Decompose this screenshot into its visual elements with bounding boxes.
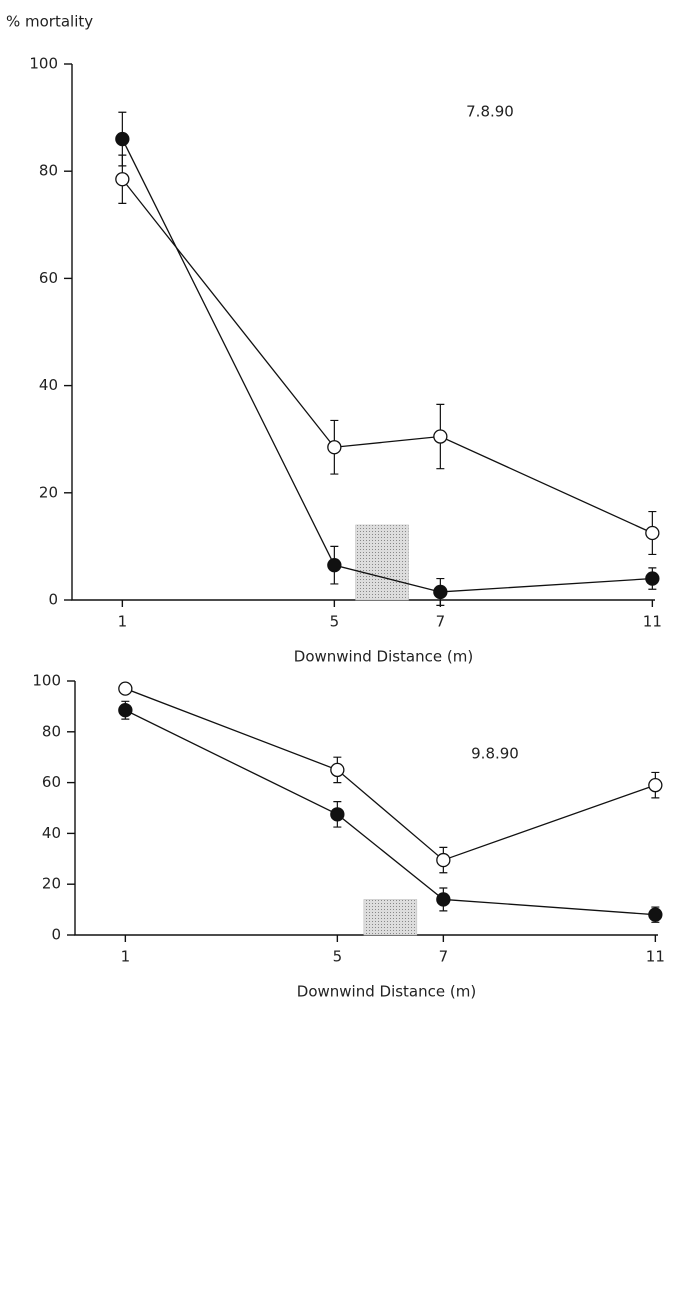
- x-tick-label: 5: [333, 948, 343, 966]
- shaded-region: [363, 899, 418, 936]
- x-tick-label: 5: [330, 613, 340, 631]
- series-line: [121, 178, 653, 534]
- point: [648, 907, 663, 922]
- point: [645, 571, 660, 586]
- y-tick-label: 0: [51, 926, 61, 944]
- point: [433, 584, 448, 600]
- y-tick-label: 40: [39, 376, 58, 394]
- x-tick-label: 1: [118, 613, 128, 631]
- y-tick-label: 100: [32, 672, 61, 690]
- y-tick-label: 0: [48, 591, 58, 609]
- point: [645, 525, 660, 541]
- shaded-region: [355, 524, 409, 601]
- axes: [74, 681, 658, 936]
- x-tick-label: 1: [121, 948, 131, 966]
- y-tick-label: 60: [42, 773, 61, 791]
- y-tick-label: 80: [39, 162, 58, 180]
- x-tick-label: 7: [439, 948, 449, 966]
- point: [327, 440, 342, 455]
- x-axis-label: Downwind Distance (m): [294, 648, 473, 666]
- point: [330, 762, 345, 778]
- point: [115, 172, 130, 187]
- y-tick-label: 80: [42, 722, 61, 740]
- axes: [71, 64, 655, 601]
- point: [327, 558, 342, 573]
- x-tick-label: 7: [436, 613, 446, 631]
- point: [118, 703, 133, 718]
- series-line: [121, 138, 653, 593]
- point: [330, 807, 345, 822]
- y-tick-label: 40: [42, 824, 61, 842]
- y-axis-label: % mortality: [6, 13, 93, 31]
- x-tick-label: 11: [646, 948, 665, 966]
- y-tick-label: 100: [29, 55, 58, 73]
- y-tick-label: 20: [42, 875, 61, 893]
- point: [436, 892, 451, 907]
- point: [115, 131, 130, 147]
- series-line: [125, 709, 656, 916]
- x-axis-label: Downwind Distance (m): [297, 983, 476, 1001]
- y-tick-label: 20: [39, 483, 58, 501]
- series-line: [125, 688, 656, 861]
- point: [433, 429, 448, 444]
- y-tick-label: 60: [39, 269, 58, 287]
- point: [436, 852, 451, 868]
- annotation: 9.8.90: [471, 745, 519, 763]
- annotation: 7.8.90: [466, 103, 514, 121]
- point: [648, 777, 663, 793]
- x-tick-label: 11: [643, 613, 662, 631]
- point: [118, 681, 133, 696]
